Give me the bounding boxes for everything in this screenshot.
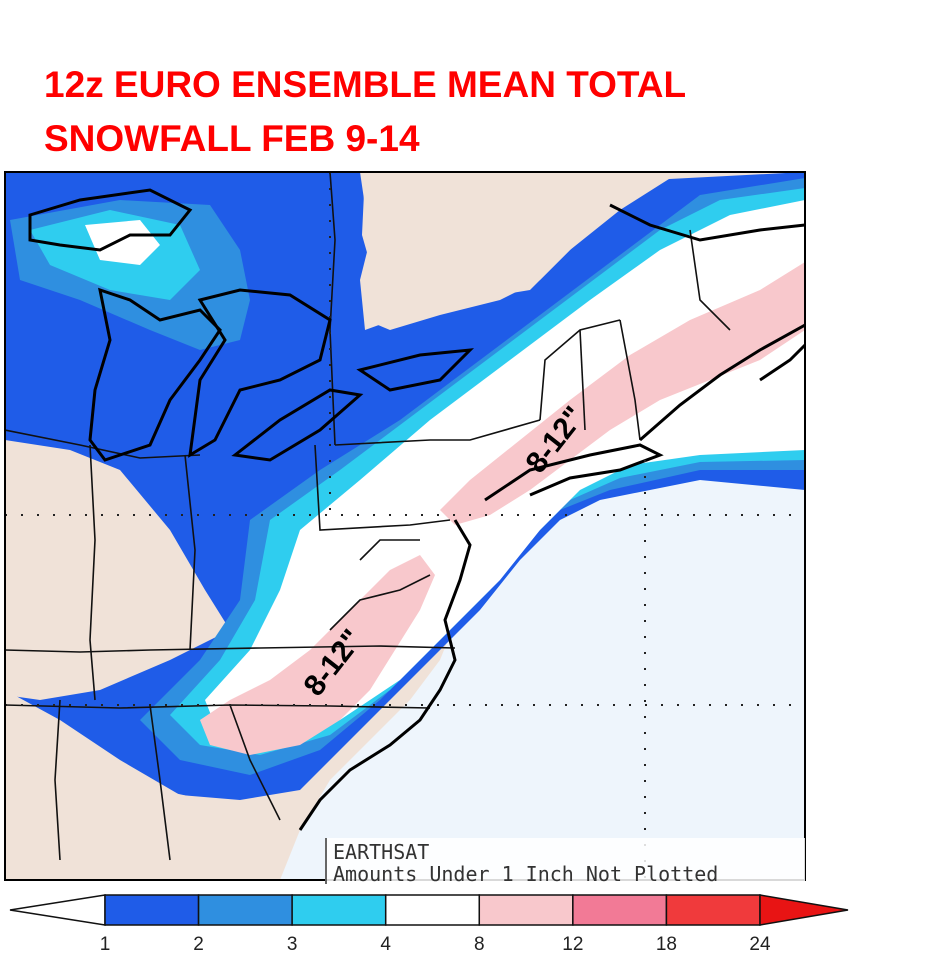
legend-bins [104, 894, 761, 926]
no-snow-southeast [5, 760, 280, 880]
legend-bin-2-3 [197, 894, 293, 926]
credit-box [325, 838, 805, 884]
legend-tick-1: 1 [100, 934, 111, 955]
legend-tick-2: 2 [193, 934, 204, 955]
legend-bin-8-12 [478, 894, 574, 926]
map-title: 12z EURO ENSEMBLE MEAN TOTAL SNOWFALL FE… [44, 64, 687, 159]
legend: 1 2 3 4 8 12 18 24 [9, 894, 849, 955]
atlantic-ocean [280, 470, 805, 880]
legend-arrow-left [9, 894, 106, 926]
no-snow-midwest [5, 440, 230, 700]
credit-note: Amounts Under 1 Inch Not Plotted [333, 862, 718, 886]
legend-tick-3: 3 [287, 934, 298, 955]
legend-tick-18: 18 [656, 934, 677, 955]
legend-bin-3-4 [291, 894, 387, 926]
legend-bin-4-8 [384, 894, 481, 926]
legend-tick-24: 24 [749, 934, 771, 955]
no-snow-canada [362, 172, 680, 330]
legend-bin-12-18 [572, 894, 668, 926]
credit-source: EARTHSAT [333, 840, 429, 864]
legend-tick-12: 12 [562, 934, 583, 955]
snow-band-4-8 [85, 220, 160, 265]
lat-lon-grid [5, 172, 805, 880]
legend-tick-4: 4 [380, 934, 391, 955]
legend-bin-1-2 [104, 894, 200, 926]
snow-band-8-12-northeast [440, 262, 805, 525]
coastlines [28, 188, 805, 831]
legend-bin-18-24 [665, 894, 761, 926]
legend-ticks: 1 2 3 4 8 12 18 24 [100, 934, 771, 955]
legend-tick-8: 8 [474, 934, 485, 955]
boundaries [5, 172, 731, 861]
legend-arrow-right [759, 894, 849, 926]
